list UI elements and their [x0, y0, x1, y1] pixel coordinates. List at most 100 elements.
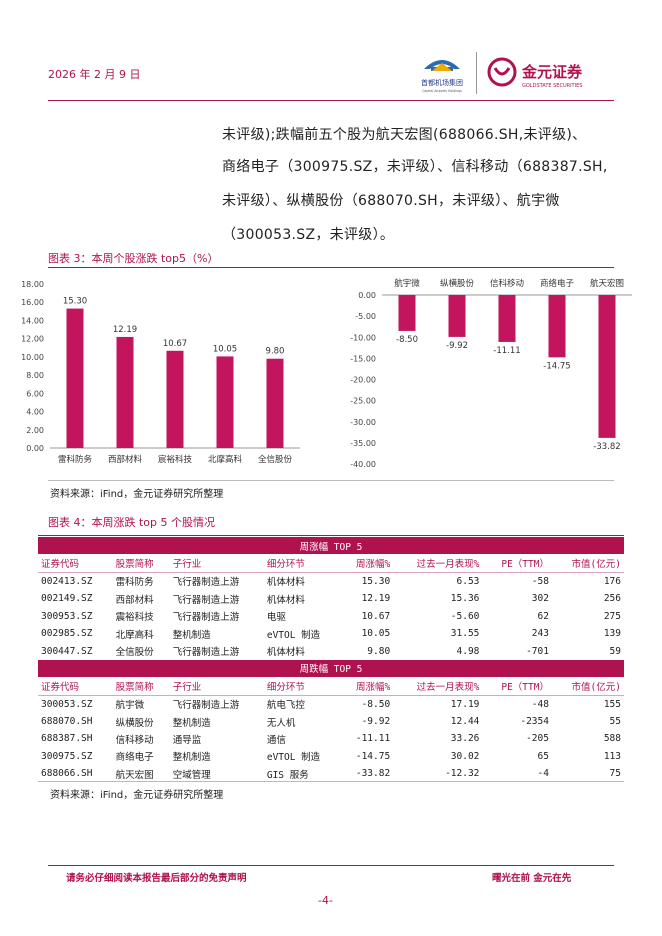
- figure4-source: 资料来源：iFind，金元证券研究所整理: [50, 790, 224, 801]
- brand-en: GOLDSTATE SECURITIES: [522, 83, 582, 89]
- table-cell: 雷科防务: [115, 577, 154, 589]
- table-cell: -58: [531, 575, 549, 587]
- table-cell: 688070.SH: [41, 716, 93, 728]
- y-tick-label: -40.00: [350, 460, 376, 469]
- data-label: 10.05: [213, 344, 237, 354]
- column-header: PE（TTM）: [482, 677, 552, 696]
- table-cell: 信科移动: [115, 734, 154, 746]
- table-row: 300053.SZ 航宇微 飞行器制造上游 航电飞控 -8.50 17.19 -48 155: [38, 695, 624, 713]
- goldstate-logo: 金元证券 GOLDSTATE SECURITIES: [487, 57, 583, 89]
- table-cell: 机体材料: [266, 594, 305, 606]
- table-cell: 30.02: [450, 750, 480, 762]
- bar: [266, 358, 284, 448]
- bar: [498, 295, 516, 342]
- table-cell: 139: [603, 628, 621, 640]
- table-cell: -5.60: [450, 610, 480, 622]
- table-cell: 9.80: [367, 645, 391, 657]
- table-cell: 15.30: [361, 575, 391, 587]
- bar: [448, 295, 466, 337]
- page-number: -4-: [318, 894, 333, 907]
- table-cell: 15.36: [450, 593, 480, 605]
- table-cell: 航天宏图: [115, 769, 154, 781]
- data-label: -14.75: [543, 361, 570, 371]
- column-header: 市值(亿元): [551, 554, 624, 573]
- figure3-source: 资料来源：iFind，金元证券研究所整理: [50, 489, 224, 500]
- y-tick-label: 8.00: [26, 371, 44, 380]
- table-cell: 176: [603, 575, 621, 587]
- body-line-2: 商络电子（300975.SZ，未评级）、信科移动（688387.SH,: [222, 159, 608, 175]
- column-header: 证券代码: [38, 554, 113, 573]
- table-cell: -8.50: [361, 698, 391, 710]
- y-tick-label: 18.00: [21, 280, 44, 289]
- data-label: -33.82: [593, 442, 620, 452]
- y-tick-label: 0.00: [358, 291, 376, 300]
- table-cell: 300053.SZ: [41, 698, 93, 710]
- table-cell: 航电飞控: [266, 700, 305, 712]
- table-cell: 10.67: [361, 610, 391, 622]
- table-cell: 纵横股份: [115, 717, 154, 729]
- y-tick-label: -10.00: [350, 333, 376, 342]
- table-cell: 12.19: [361, 593, 391, 605]
- y-tick-label: -5.00: [355, 312, 376, 321]
- column-header: 细分环节: [263, 554, 341, 573]
- airport-logo-text: 首都机场集团: [421, 78, 463, 87]
- table-cell: 75: [609, 768, 621, 780]
- y-tick-label: -25.00: [350, 397, 376, 406]
- data-label: -11.11: [493, 346, 520, 356]
- table-cell: 302: [531, 593, 549, 605]
- table-cell: -701: [526, 645, 549, 657]
- table-cell: -4: [537, 768, 549, 780]
- table-cell: 59: [609, 645, 621, 657]
- figure4-bottom-rule: [38, 781, 624, 782]
- table-cell: 飞行器制造上游: [172, 647, 240, 659]
- table-row: 688070.SH 纵横股份 整机制造 无人机 -9.92 12.44 -2354 55: [38, 713, 624, 730]
- y-tick-label: 12.00: [21, 335, 44, 344]
- brand-name: 金元证券: [521, 63, 583, 81]
- footer-rule: [48, 865, 614, 866]
- column-header: 细分环节: [263, 677, 341, 696]
- table-cell: -205: [526, 733, 549, 745]
- table-cell: -14.75: [355, 750, 391, 762]
- table-row: 688387.SH 信科移动 通导监 通信 -11.11 33.26 -205 588: [38, 730, 624, 747]
- x-tick-label: 信科移动: [490, 278, 525, 289]
- table-cell: 无人机: [266, 717, 296, 729]
- y-tick-label: 0.00: [26, 444, 44, 453]
- bar: [66, 308, 84, 448]
- bar: [116, 336, 134, 448]
- capital-airports-logo: 首都机场集团 Capital Airports Holdings: [421, 60, 463, 93]
- figure3-bottom-rule: [48, 480, 614, 481]
- table-cell: 通信: [266, 734, 286, 746]
- y-tick-label: 6.00: [26, 389, 44, 398]
- body-line-3: 未评级）、纵横股份（688070.SH，未评级）、航宇微: [222, 193, 560, 209]
- figure3-title: 图表 3：本周个股涨跌 top5（%）: [48, 252, 219, 265]
- column-header: 周涨幅%: [340, 554, 394, 573]
- column-header: 股票简称: [112, 554, 170, 573]
- footer-disclaimer: 请务必仔细阅读本报告最后部分的免责声明: [66, 873, 247, 884]
- table-cell: 机体材料: [266, 647, 305, 659]
- x-tick-label: 纵横股份: [440, 278, 475, 289]
- table-cell: 震裕科技: [115, 612, 154, 624]
- table-cell: -12.32: [445, 768, 480, 780]
- x-tick-label: 商络电子: [540, 278, 575, 289]
- table-cell: 243: [531, 628, 549, 640]
- x-tick-label: 航天宏图: [590, 278, 624, 289]
- table-cell: 整机制造: [172, 629, 211, 641]
- figure4-top-rule: [38, 535, 624, 536]
- table-cell: 北摩高科: [115, 629, 154, 641]
- table-cell: 西部材料: [115, 594, 154, 606]
- table-cell: 整机制造: [172, 717, 211, 729]
- y-tick-label: 4.00: [26, 408, 44, 417]
- table-cell: -11.11: [355, 733, 391, 745]
- table-cell: 电驱: [266, 612, 286, 624]
- table-cell: 机体材料: [266, 577, 305, 589]
- bar: [166, 350, 184, 448]
- data-label: 10.67: [163, 339, 187, 349]
- report-date: 2026 年 2 月 9 日: [48, 68, 141, 81]
- x-tick-label: 航宇微: [394, 278, 420, 289]
- column-header: 子行业: [169, 554, 264, 573]
- table-cell: 飞行器制造上游: [172, 577, 240, 589]
- table-cell: 31.55: [450, 628, 480, 640]
- column-header: 周涨幅%: [340, 677, 394, 696]
- table-cell: 688387.SH: [41, 733, 93, 745]
- bar: [216, 356, 234, 448]
